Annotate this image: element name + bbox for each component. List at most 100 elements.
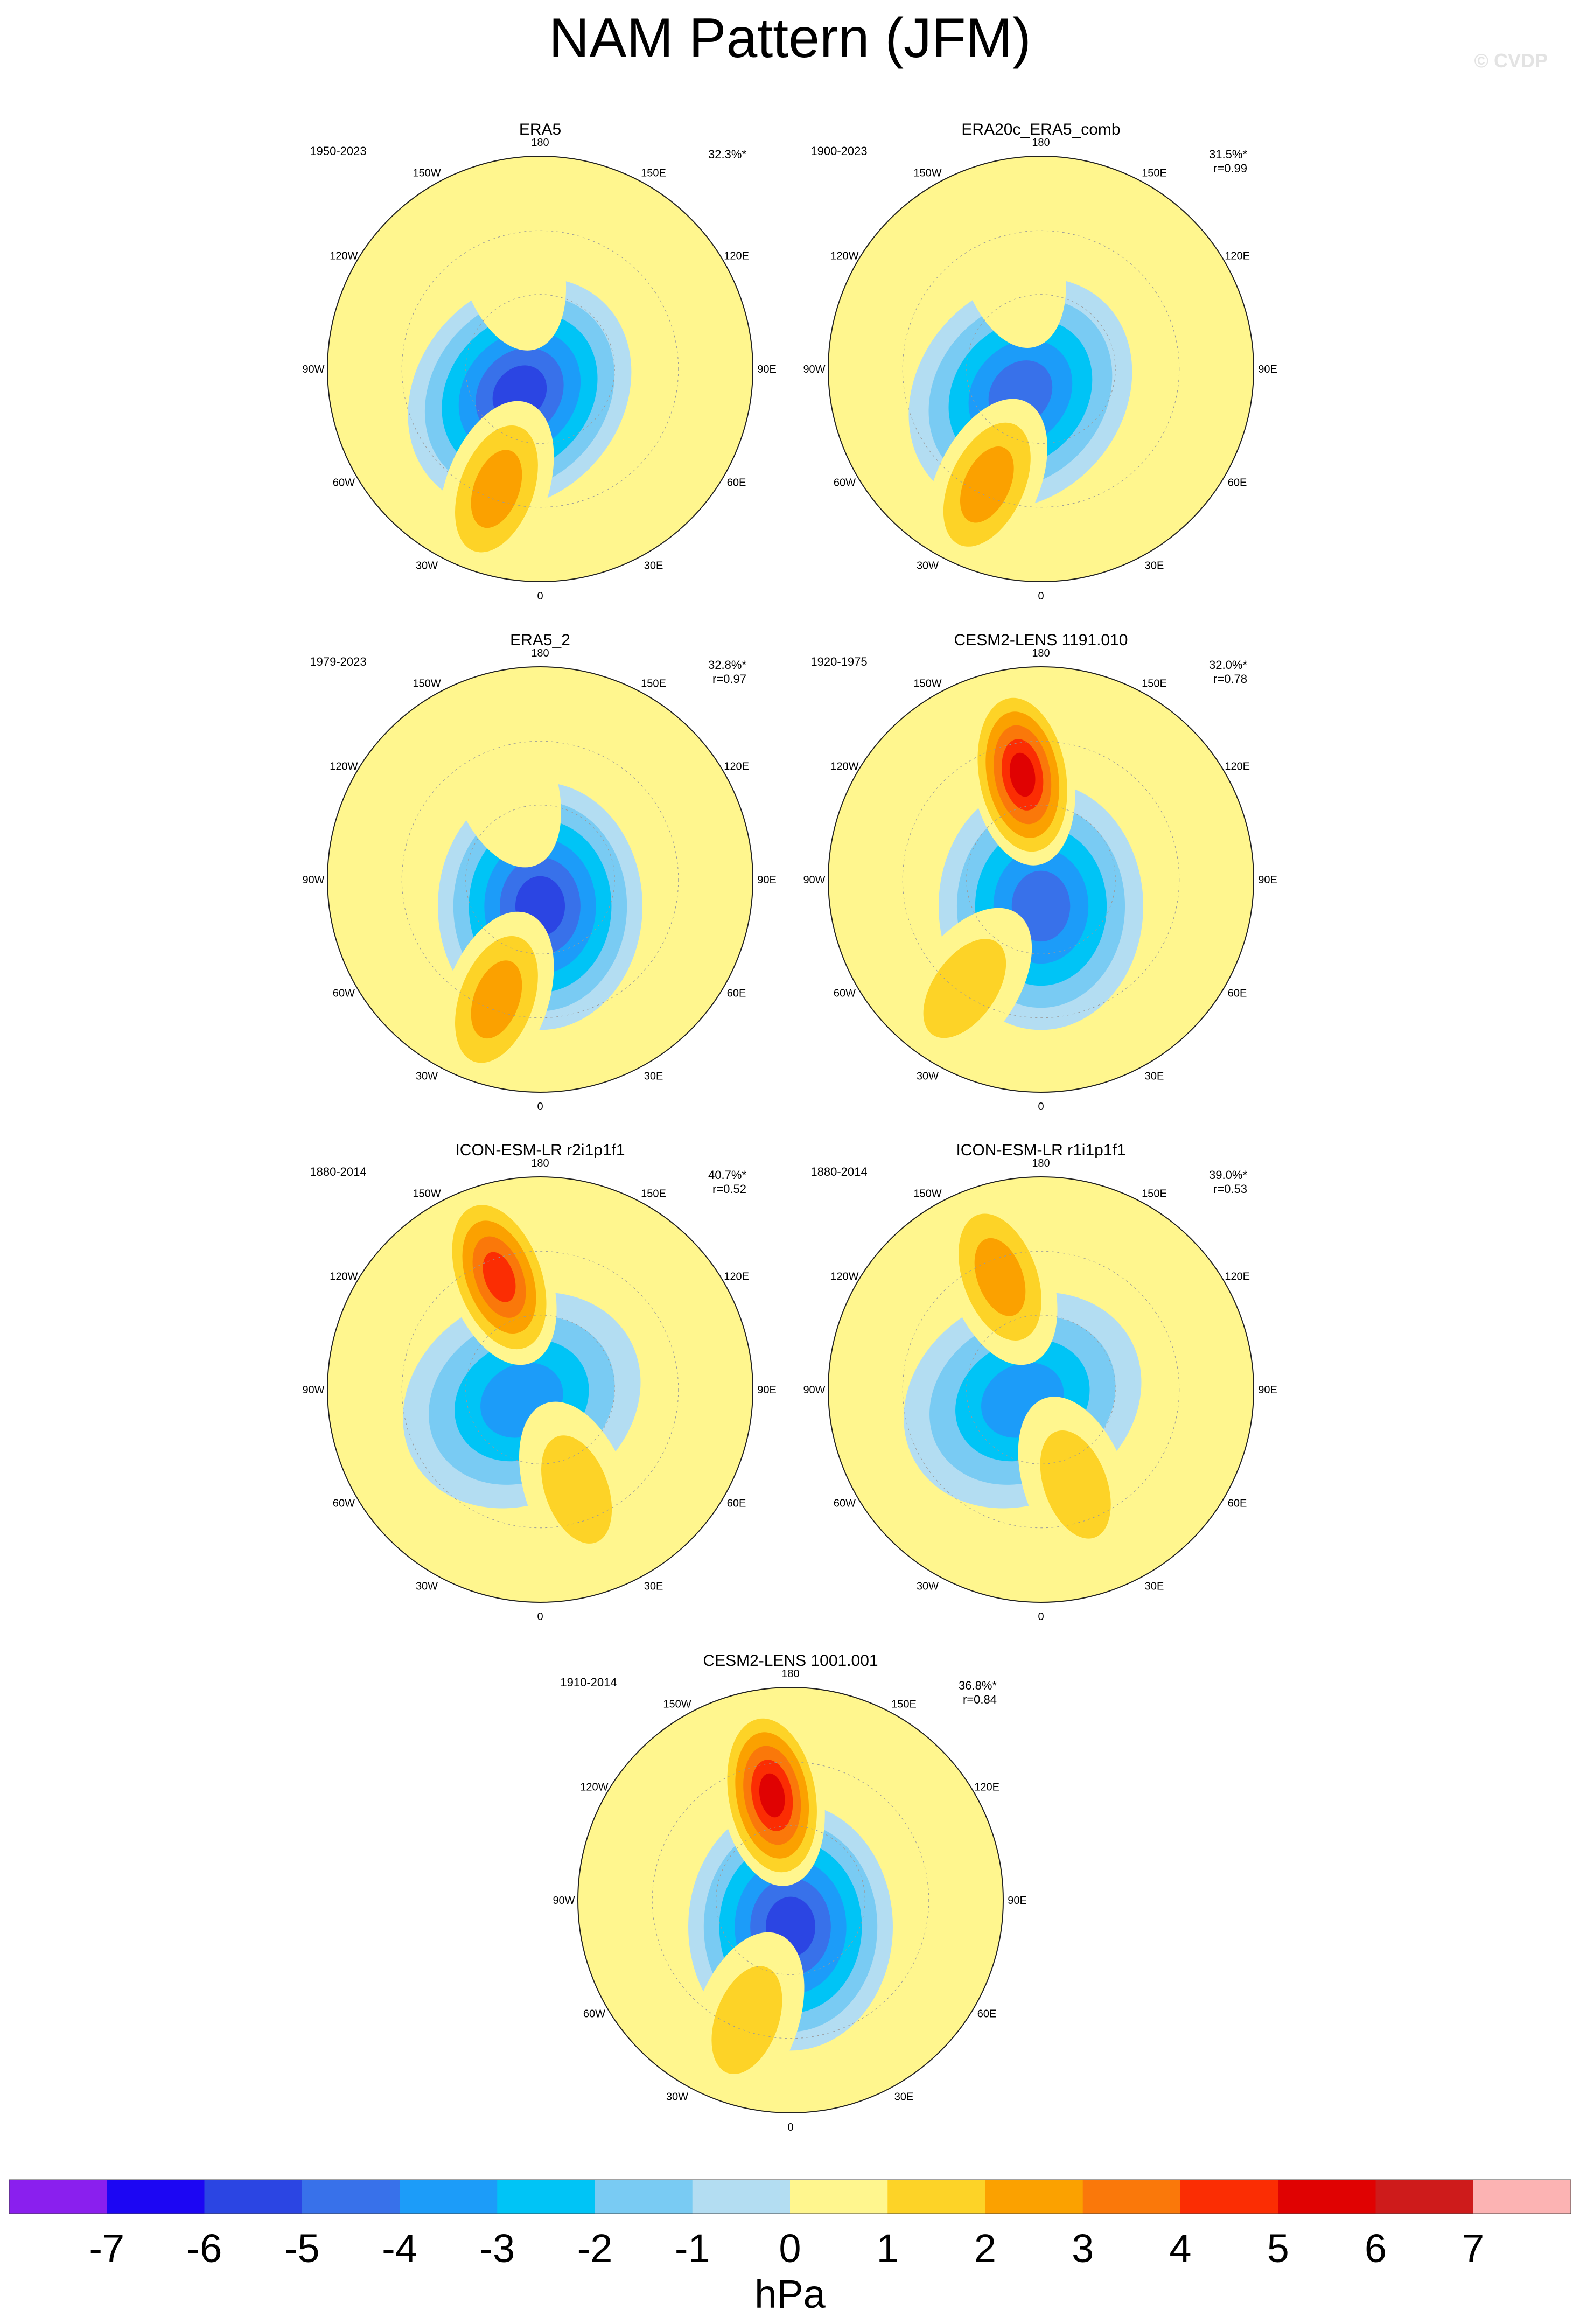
- high-anomaly-contour: [923, 939, 1006, 1038]
- high-anomaly-contour: [1009, 752, 1036, 797]
- latitude-circle: [465, 1315, 615, 1464]
- latitude-circle: [652, 1761, 929, 2039]
- longitude-label: 60W: [834, 988, 856, 1000]
- longitude-label: 60W: [333, 1498, 355, 1510]
- latitude-circle: [902, 741, 1180, 1018]
- longitude-label: 0: [537, 1101, 543, 1113]
- panel-correlation: r=0.52: [712, 1182, 746, 1196]
- panel-variance: 36.8%*: [959, 1679, 997, 1692]
- colorbar-tick-label: 0: [779, 2226, 801, 2271]
- map-border: [327, 156, 753, 582]
- map-border: [327, 666, 753, 1093]
- longitude-label: 90W: [302, 364, 324, 375]
- panel-correlation: r=0.97: [712, 672, 746, 686]
- longitude-label: 60E: [977, 2008, 997, 2020]
- latitude-circle: [401, 1251, 679, 1529]
- colorbar-swatch: [692, 2180, 791, 2214]
- longitude-label: 120W: [580, 1782, 608, 1793]
- longitude-label: 90W: [803, 1384, 825, 1396]
- colorbar-tick-label: 3: [1072, 2226, 1094, 2271]
- longitude-label: 30E: [894, 2091, 914, 2103]
- map-border: [828, 666, 1254, 1093]
- colorbar-tick-label: -7: [89, 2226, 124, 2271]
- longitude-label: 30W: [416, 560, 438, 572]
- longitude-label: 60W: [333, 988, 355, 1000]
- panel-title: ICON-ESM-LR r2i1p1f1: [455, 1141, 625, 1159]
- panel-years: 1950-2023: [310, 144, 366, 158]
- longitude-label: 90E: [1258, 1384, 1277, 1396]
- latitude-circle: [716, 1825, 865, 1975]
- longitude-label: 0: [1038, 590, 1044, 602]
- map-panel-1: ERA5 1950-2023 32.3%* 180 150E 120E 90E 60E 30E 0…: [302, 121, 776, 602]
- panel-years: 1910-2014: [560, 1676, 617, 1689]
- longitude-label: 0: [1038, 1101, 1044, 1113]
- high-anomaly-contour: [471, 960, 522, 1039]
- longitude-label: 120W: [830, 250, 858, 262]
- map-border: [327, 1176, 753, 1603]
- longitude-label: 150W: [413, 167, 441, 179]
- colorbar-swatch: [1278, 2180, 1376, 2214]
- longitude-label: 150E: [1142, 678, 1167, 689]
- panel-years: 1900-2023: [810, 144, 867, 158]
- longitude-label: 60W: [834, 1498, 856, 1510]
- colorbar-swatch: [497, 2180, 595, 2214]
- colorbar-swatch: [107, 2180, 205, 2214]
- colorbar: -7 -6 -5 -4 -3 -2 -1 0 1 2 3 4 5 6 7 hPa: [9, 2179, 1571, 2316]
- colorbar-swatch: [985, 2180, 1083, 2214]
- latitude-circle: [401, 741, 679, 1018]
- colorbar-tick-label: -5: [284, 2226, 320, 2271]
- longitude-label: 150W: [913, 167, 941, 179]
- colorbar-swatch: [595, 2180, 693, 2214]
- panel-title: ERA20c_ERA5_comb: [961, 121, 1120, 138]
- longitude-label: 120E: [724, 1271, 749, 1283]
- longitude-label: 150E: [641, 678, 666, 689]
- longitude-label: 120W: [830, 761, 858, 773]
- colorbar-tick-label: -2: [577, 2226, 613, 2271]
- longitude-label: 60E: [1228, 1498, 1247, 1510]
- colorbar-tick-label: 2: [974, 2226, 996, 2271]
- panel-variance: 40.7%*: [708, 1168, 746, 1182]
- panel-title: ICON-ESM-LR r1i1p1f1: [956, 1141, 1125, 1159]
- panel-correlation: r=0.53: [1213, 1182, 1247, 1196]
- longitude-label: 150W: [913, 1188, 941, 1199]
- longitude-label: 90E: [757, 1384, 777, 1396]
- latitude-circle: [902, 230, 1180, 508]
- panel-variance: 32.8%*: [708, 658, 746, 672]
- longitude-label: 150W: [413, 1188, 441, 1199]
- longitude-label: 150W: [413, 678, 441, 689]
- map-panel-3: ERA5_2 1979-2023 32.8%*r=0.97 180 150E 120E 90…: [302, 631, 776, 1113]
- longitude-label: 120W: [830, 1271, 858, 1283]
- longitude-label: 180: [531, 1157, 549, 1169]
- panel-variance: 32.3%*: [708, 148, 746, 161]
- longitude-label: 60E: [1228, 477, 1247, 489]
- panel-variance: 31.5%*: [1209, 148, 1247, 161]
- longitude-label: 120W: [330, 1271, 358, 1283]
- high-anomaly-contour: [974, 1238, 1026, 1316]
- map-panel-2: ERA20c_ERA5_comb 1900-2023 31.5%*r=0.99 180…: [803, 121, 1277, 602]
- longitude-label: 90E: [757, 874, 777, 886]
- longitude-label: 180: [1032, 647, 1050, 659]
- longitude-label: 0: [1038, 1611, 1044, 1623]
- longitude-label: 150W: [663, 1698, 691, 1710]
- longitude-label: 60W: [834, 477, 856, 489]
- longitude-label: 90W: [803, 364, 825, 375]
- map-border: [828, 1176, 1254, 1603]
- longitude-label: 120E: [1225, 250, 1250, 262]
- longitude-label: 150W: [913, 678, 941, 689]
- longitude-label: 30E: [1145, 560, 1164, 572]
- longitude-label: 180: [531, 137, 549, 149]
- longitude-label: 90E: [1258, 874, 1277, 886]
- longitude-label: 120E: [724, 250, 749, 262]
- longitude-label: 30E: [644, 1581, 663, 1593]
- panel-title: CESM2-LENS 1001.001: [703, 1652, 878, 1670]
- colorbar-swatch: [302, 2180, 400, 2214]
- high-anomaly-contour: [446, 692, 561, 868]
- panel-title: ERA5: [519, 121, 561, 138]
- longitude-label: 60W: [333, 477, 355, 489]
- longitude-label: 150E: [641, 167, 666, 179]
- colorbar-tick-label: 4: [1169, 2226, 1191, 2271]
- colorbar-swatch: [887, 2180, 985, 2214]
- longitude-label: 90W: [553, 1895, 575, 1907]
- map-border: [577, 1687, 1004, 2113]
